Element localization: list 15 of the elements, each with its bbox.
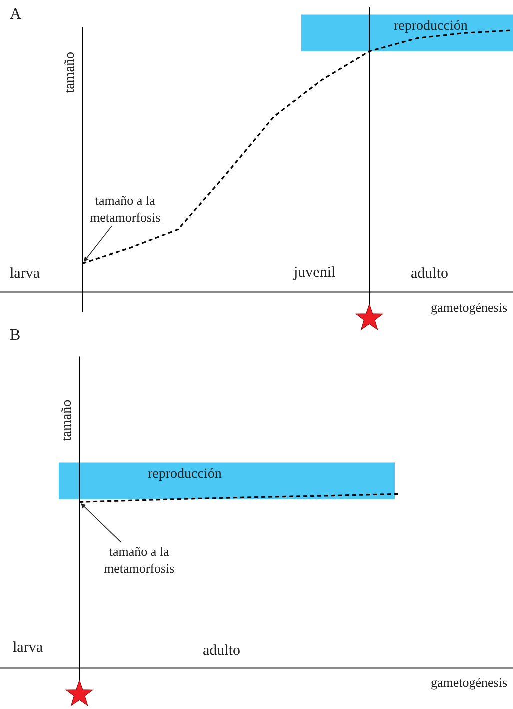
text: larva: [13, 640, 44, 656]
x-axis-title: gametogénesis: [431, 675, 508, 690]
band-label: reproducción: [148, 467, 222, 482]
y-axis-title: tamaño: [60, 400, 76, 442]
band-label: reproducción: [394, 19, 468, 34]
annotation: adulto: [411, 266, 448, 282]
chart-title: B: [10, 327, 21, 344]
y-axis-title: tamaño: [63, 52, 78, 94]
x-axis-title: gametogénesis: [431, 300, 508, 315]
annotation: tamaño a la metamorfosis: [90, 193, 161, 225]
text: larva: [10, 266, 40, 282]
annotation: adulto: [203, 643, 240, 659]
chart-title: A: [10, 6, 22, 23]
annotation: tamaño a la metamorfosis: [104, 544, 175, 576]
annotation: juvenil: [293, 265, 336, 281]
